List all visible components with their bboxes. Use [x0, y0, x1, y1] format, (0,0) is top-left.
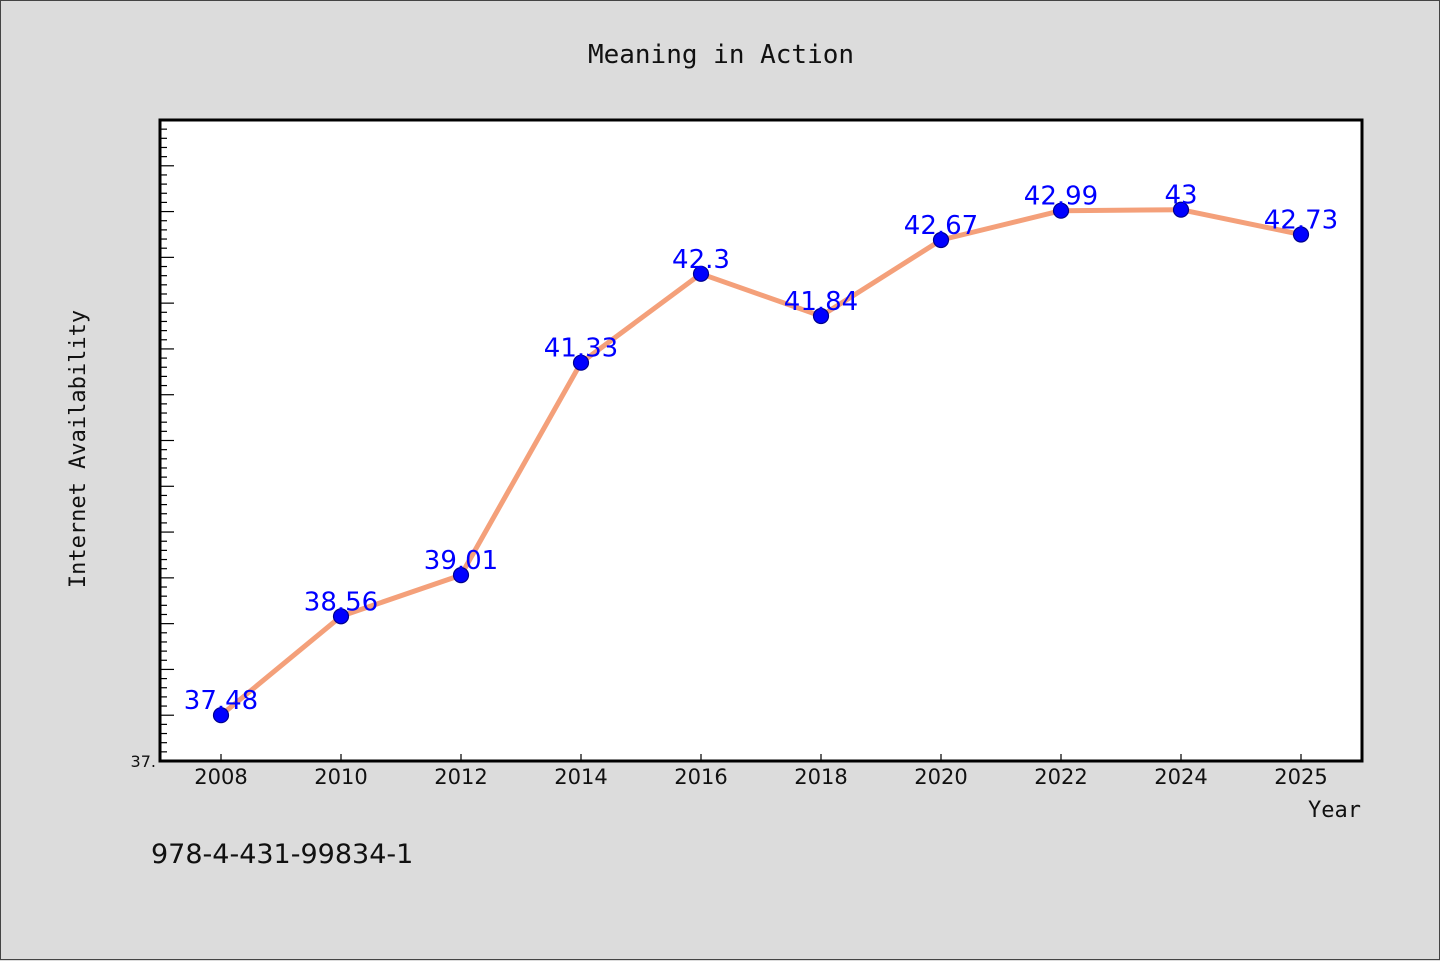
- data-labels-group: 37.48 38.56 39.01 41.33 42.3 41.84 42.67 42.99 4…: [184, 181, 1338, 717]
- data-point: [1292, 226, 1310, 243]
- x-tick-label: 2024: [1154, 765, 1207, 789]
- footer-identifier: 978-4-431-99834-1: [151, 839, 413, 870]
- series-line-group: [212, 201, 1310, 724]
- data-label: 43: [1164, 181, 1197, 211]
- data-label: 41.33: [544, 334, 618, 364]
- data-label: 41.84: [784, 287, 858, 317]
- data-label: 39.01: [424, 546, 498, 576]
- x-tick-label: 2016: [674, 765, 727, 789]
- series-line: [218, 207, 1304, 718]
- data-label: 42.99: [1024, 182, 1098, 212]
- x-tick-label: 2010: [314, 765, 367, 789]
- x-tick-label: 2012: [434, 765, 487, 789]
- x-tick-label: 2008: [194, 765, 247, 789]
- data-label: 42.73: [1264, 206, 1338, 236]
- x-tick-label: 2014: [554, 765, 607, 789]
- y-axis-ticks: [160, 128, 174, 753]
- data-label: 38.56: [304, 587, 378, 617]
- data-label: 42.3: [672, 245, 730, 275]
- y-tick-label: 37.: [131, 752, 156, 771]
- data-label: 42.67: [904, 211, 978, 241]
- x-axis-ticks: 2008 2010 2012 2014 2016 2018 2020 2022 2024 2025: [194, 754, 1328, 789]
- data-point: [692, 265, 710, 282]
- data-point: [1172, 201, 1190, 218]
- data-point: [212, 707, 230, 724]
- data-point: [452, 566, 470, 584]
- data-point: [572, 354, 590, 371]
- x-tick-label: 2022: [1034, 765, 1087, 789]
- x-tick-label: 2020: [914, 765, 967, 789]
- data-point: [332, 608, 350, 625]
- x-tick-label: 2018: [794, 765, 847, 789]
- y-axis-label: Internet Availability: [66, 310, 91, 588]
- plot-area: [158, 118, 1364, 763]
- chart-title: Meaning in Action: [588, 40, 854, 70]
- data-point: [812, 307, 830, 325]
- x-tick-label: 2025: [1274, 765, 1327, 789]
- data-point: [1052, 202, 1070, 219]
- x-axis-label: Year: [1308, 798, 1361, 823]
- data-point: [932, 231, 950, 249]
- data-label: 37.48: [184, 686, 258, 716]
